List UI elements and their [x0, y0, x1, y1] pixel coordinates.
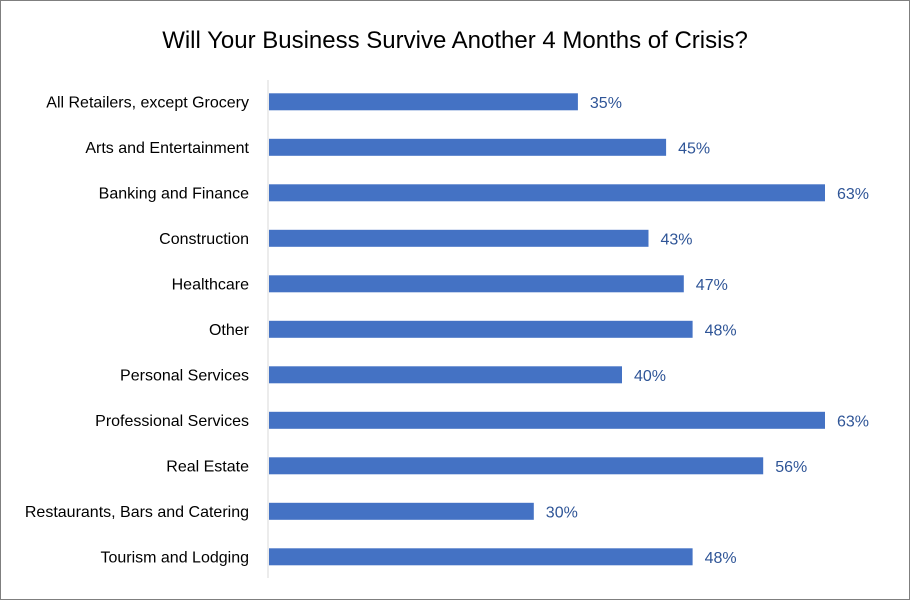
bar — [269, 502, 534, 520]
bar — [269, 320, 693, 338]
data-label: 35% — [590, 95, 622, 112]
bar — [269, 138, 667, 156]
category-label: Restaurants, Bars and Catering — [25, 504, 249, 521]
bar — [269, 275, 684, 293]
chart-title: Will Your Business Survive Another 4 Mon… — [162, 27, 748, 54]
data-label: 40% — [634, 368, 666, 385]
data-label: 63% — [837, 413, 869, 430]
bar — [269, 93, 578, 111]
data-label: 47% — [696, 277, 728, 294]
data-label: 56% — [775, 459, 807, 476]
category-label: Other — [209, 322, 250, 339]
data-labels-group: 35% 45% 63% 43% 47% 48% 40% 63% 56% 30% 48% — [546, 95, 869, 567]
category-label: Banking and Finance — [99, 185, 249, 202]
category-label: Tourism and Lodging — [100, 549, 249, 566]
bar — [269, 457, 764, 475]
data-label: 45% — [678, 140, 710, 157]
data-label: 43% — [661, 231, 693, 248]
category-label: Healthcare — [172, 276, 249, 293]
data-label: 30% — [546, 504, 578, 521]
bars-group — [269, 93, 825, 566]
bar — [269, 548, 693, 566]
category-label: Construction — [159, 231, 249, 248]
category-label: Arts and Entertainment — [85, 140, 249, 157]
data-label: 63% — [837, 186, 869, 203]
category-label: Real Estate — [166, 458, 249, 475]
bar — [269, 366, 622, 384]
bar — [269, 229, 649, 247]
category-label: Personal Services — [120, 367, 249, 384]
data-label: 48% — [705, 322, 737, 339]
bar — [269, 411, 825, 429]
category-label: All Retailers, except Grocery — [46, 94, 249, 111]
category-labels-group: All Retailers, except Grocery Arts and En… — [25, 94, 250, 566]
data-label: 48% — [705, 550, 737, 567]
bar — [269, 184, 825, 202]
category-label: Professional Services — [95, 413, 249, 430]
